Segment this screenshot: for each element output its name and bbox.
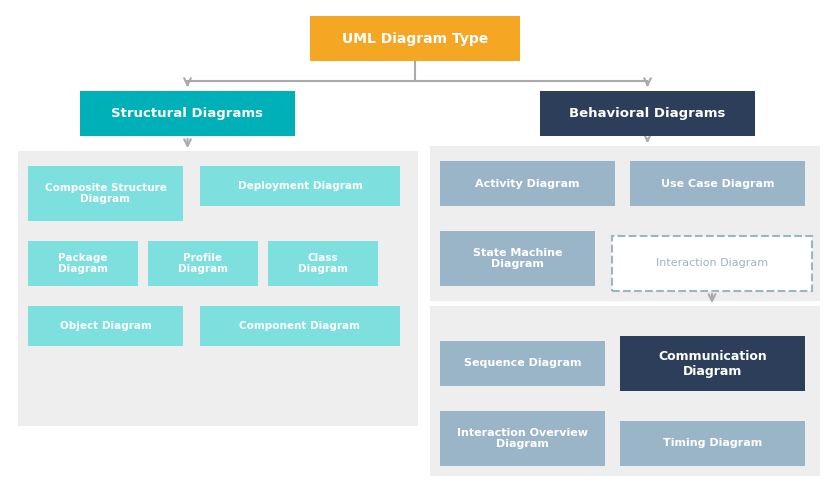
Text: Interaction Diagram: Interaction Diagram (656, 259, 768, 269)
FancyBboxPatch shape (440, 161, 615, 206)
FancyBboxPatch shape (310, 16, 520, 61)
Text: Interaction Overview
Diagram: Interaction Overview Diagram (457, 428, 588, 449)
Text: Sequence Diagram: Sequence Diagram (463, 359, 582, 369)
FancyBboxPatch shape (440, 231, 595, 286)
FancyBboxPatch shape (440, 411, 605, 466)
FancyBboxPatch shape (440, 341, 605, 386)
Text: Behavioral Diagrams: Behavioral Diagrams (569, 107, 726, 120)
Text: State Machine
Diagram: State Machine Diagram (473, 247, 562, 270)
Text: Communication
Diagram: Communication Diagram (658, 350, 767, 377)
Text: Package
Diagram: Package Diagram (58, 253, 108, 275)
Text: Timing Diagram: Timing Diagram (663, 438, 762, 448)
Text: Deployment Diagram: Deployment Diagram (238, 181, 363, 191)
FancyBboxPatch shape (620, 421, 805, 466)
Text: Class
Diagram: Class Diagram (298, 253, 348, 275)
FancyBboxPatch shape (268, 241, 378, 286)
FancyBboxPatch shape (540, 91, 755, 136)
Text: Component Diagram: Component Diagram (240, 321, 360, 331)
FancyBboxPatch shape (28, 306, 183, 346)
FancyBboxPatch shape (630, 161, 805, 206)
FancyBboxPatch shape (148, 241, 258, 286)
FancyBboxPatch shape (430, 306, 820, 476)
FancyBboxPatch shape (430, 146, 820, 301)
FancyBboxPatch shape (620, 336, 805, 391)
FancyBboxPatch shape (18, 151, 418, 426)
FancyBboxPatch shape (612, 236, 812, 291)
FancyBboxPatch shape (28, 166, 183, 221)
Text: Composite Structure
Diagram: Composite Structure Diagram (45, 183, 166, 204)
Text: Structural Diagrams: Structural Diagrams (111, 107, 264, 120)
FancyBboxPatch shape (80, 91, 295, 136)
Text: UML Diagram Type: UML Diagram Type (342, 32, 488, 46)
Text: Activity Diagram: Activity Diagram (475, 178, 580, 188)
FancyBboxPatch shape (200, 166, 400, 206)
FancyBboxPatch shape (200, 306, 400, 346)
Text: Profile
Diagram: Profile Diagram (178, 253, 228, 275)
Text: Object Diagram: Object Diagram (60, 321, 151, 331)
Text: Use Case Diagram: Use Case Diagram (661, 178, 775, 188)
FancyBboxPatch shape (28, 241, 138, 286)
